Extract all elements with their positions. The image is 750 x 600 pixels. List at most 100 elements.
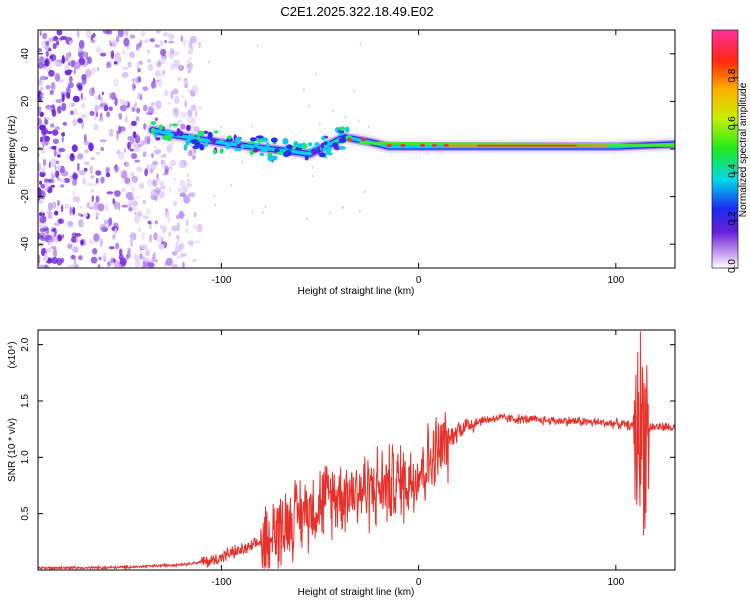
noise-speckle (194, 109, 198, 118)
noise-speckle (39, 264, 44, 268)
noise-speckle (60, 204, 64, 213)
noise-speckle (171, 225, 179, 232)
colorbar-tick-label: 0.0 (727, 259, 738, 273)
noise-speckle (77, 84, 83, 91)
noise-speckle (95, 177, 99, 184)
noise-speckle (77, 153, 84, 160)
snr-y-label: SNR (10 * v/v) (7, 418, 18, 482)
noise-speckle (154, 220, 158, 225)
noise-speckle (73, 67, 76, 75)
noise-speckle (73, 256, 77, 266)
noise-speckle (52, 138, 59, 144)
signal-blob (164, 129, 172, 134)
noise-speckle (85, 68, 92, 78)
noise-speckle (171, 264, 179, 268)
noise-speckle (193, 224, 198, 230)
noise-speckle (61, 56, 66, 64)
x-tick-label: 100 (607, 275, 624, 286)
signal-blob (307, 142, 313, 147)
noise-speckle (157, 78, 163, 88)
noise-speckle (154, 149, 162, 155)
noise-speckle (177, 237, 180, 243)
noise-speckle (140, 30, 146, 37)
noise-speckle (198, 41, 202, 49)
noise-speckle (175, 241, 179, 248)
noise-speckle (181, 185, 189, 193)
noise-speckle (38, 48, 43, 53)
snr-frame (37, 329, 676, 571)
signal-blob (321, 135, 326, 141)
noise-speckle (78, 169, 86, 176)
noise-speckle (151, 152, 154, 159)
noise-speckle (45, 85, 51, 90)
noise-speckle (186, 219, 189, 227)
signal-blob (320, 142, 325, 149)
noise-speckle (142, 215, 150, 220)
noise-speckle (127, 196, 135, 201)
noise-speckle (48, 178, 55, 184)
signal-peak (420, 143, 426, 148)
signal-blob (225, 143, 230, 150)
noise-speckle (72, 95, 80, 103)
noise-speckle (149, 168, 154, 174)
signal-blob (253, 142, 260, 146)
noise-speckle (59, 218, 62, 225)
noise-speckle (162, 32, 169, 37)
snr-scale-label: (x10⁴) (7, 341, 18, 368)
noise-speckle (95, 195, 100, 203)
noise-speckle (91, 66, 97, 74)
noise-speckle (113, 260, 121, 268)
noise-speckle (59, 79, 64, 83)
noise-speckle (155, 100, 162, 110)
noise-speckle (38, 200, 44, 204)
noise-speckle (173, 95, 180, 104)
noise-speckle (156, 234, 163, 243)
noise-speckle (135, 134, 141, 144)
noise-speckle (60, 257, 65, 263)
noise-speckle (138, 182, 145, 190)
noise-speckle (63, 177, 71, 184)
signal-blob (304, 155, 309, 161)
noise-speckle (61, 102, 67, 112)
noise-speckle (165, 257, 173, 266)
noise-speckle (89, 165, 94, 175)
y-tick-label: 40 (20, 48, 31, 60)
x-tick-label: -100 (211, 275, 231, 286)
noise-speckle (100, 96, 104, 105)
noise-speckle (58, 147, 66, 153)
noise-speckle (90, 175, 95, 179)
signal-blob (228, 141, 235, 145)
noise-speckle (121, 71, 129, 78)
noise-speckle (91, 39, 95, 43)
signal-blob (338, 136, 347, 144)
noise-speckle (173, 107, 179, 114)
noise-speckle (180, 35, 184, 42)
noise-speckle (72, 190, 75, 198)
noise-speckle (186, 172, 190, 178)
noise-speckle (55, 170, 60, 178)
signal-blob (171, 123, 178, 127)
noise-speckle (74, 108, 78, 115)
noise-speckle (77, 162, 80, 172)
noise-speckle (83, 95, 87, 102)
noise-speckle (135, 116, 140, 122)
noise-speckle (111, 39, 117, 48)
noise-speckle (39, 30, 42, 36)
noise-speckle (159, 40, 164, 47)
noise-speckle (101, 226, 107, 232)
noise-speckle (353, 89, 356, 93)
noise-speckle (160, 185, 166, 190)
x-tick-label: 0 (416, 275, 422, 286)
noise-speckle (72, 196, 81, 203)
noise-speckle (100, 146, 104, 152)
noise-speckle (329, 211, 332, 215)
noise-speckle (171, 251, 178, 256)
signal-blob (252, 147, 259, 153)
signal-blob (204, 140, 209, 148)
noise-speckle (184, 100, 187, 108)
noise-speckle (180, 123, 186, 130)
signal-blob (282, 137, 289, 145)
noise-speckle (207, 60, 210, 64)
colorbar-gradient (711, 29, 739, 269)
noise-speckle (250, 124, 253, 128)
